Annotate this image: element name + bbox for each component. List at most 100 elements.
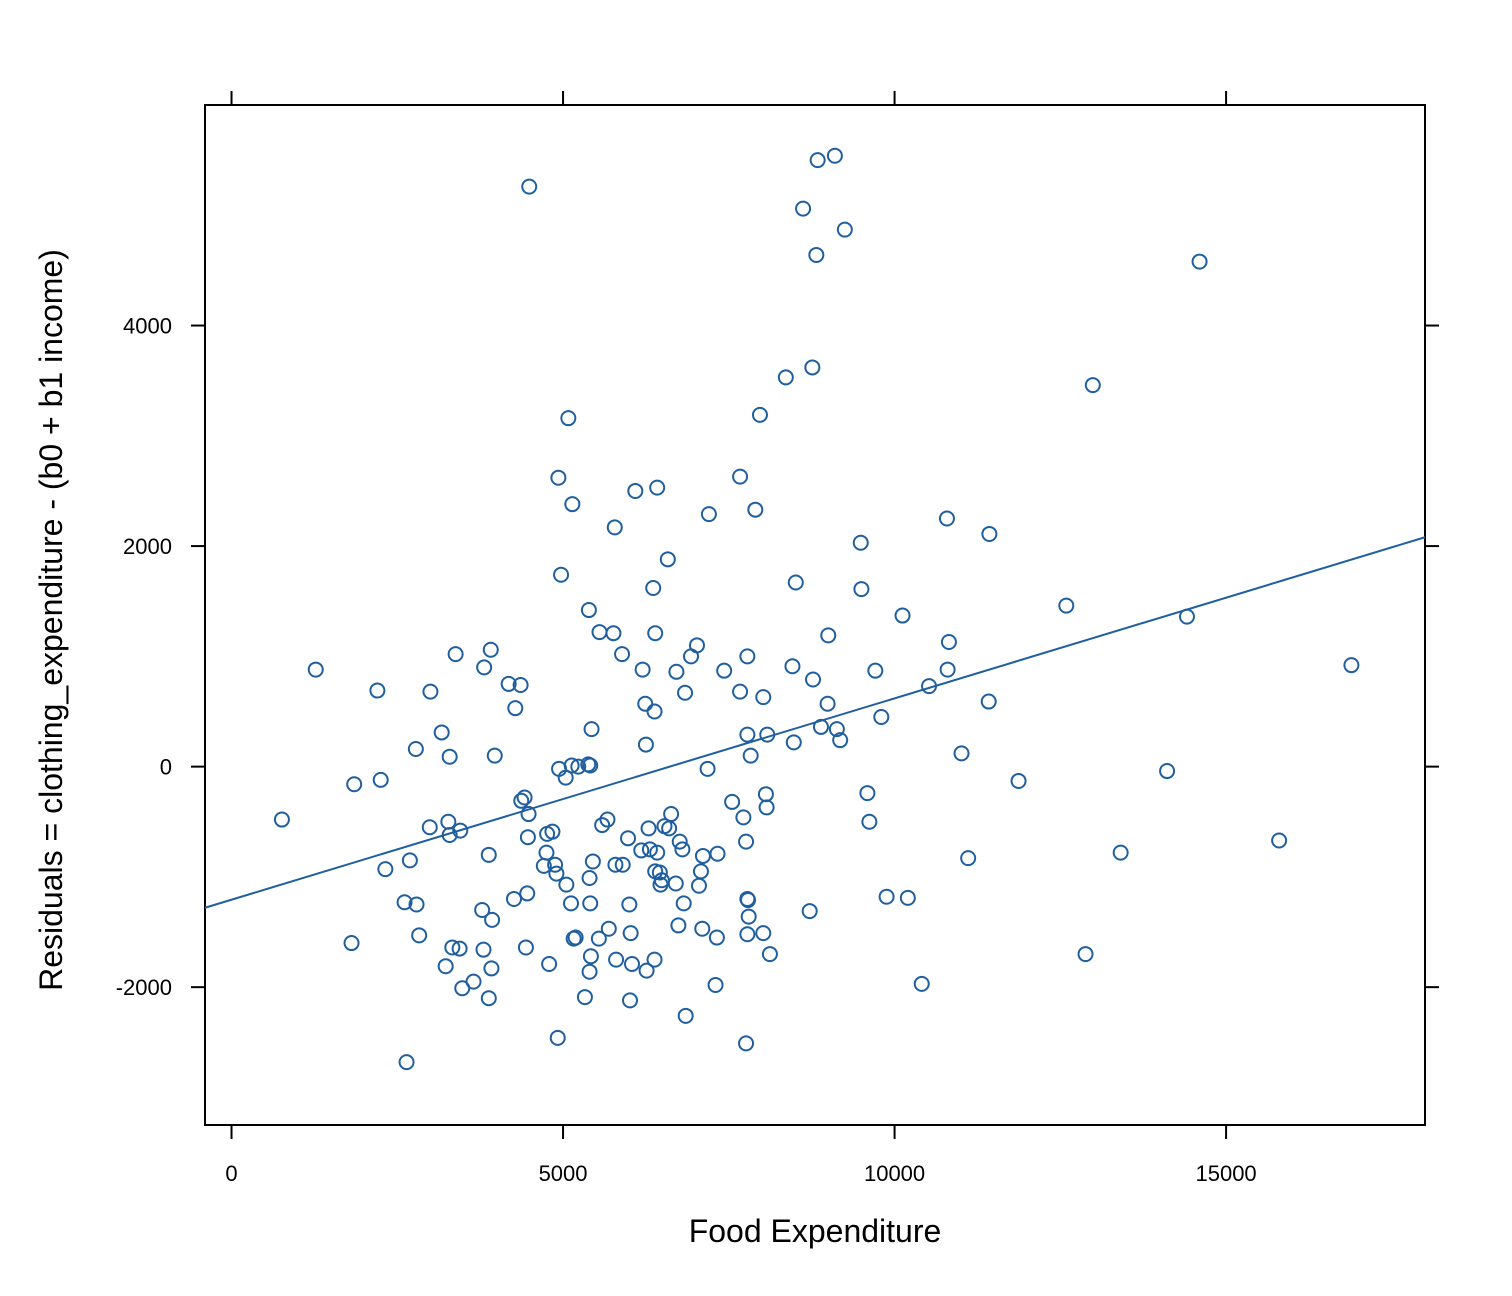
data-point — [607, 856, 624, 873]
data-point — [590, 930, 607, 947]
data-point — [480, 990, 497, 1007]
data-point — [553, 566, 570, 583]
data-point — [757, 786, 774, 803]
data-point — [707, 976, 724, 993]
data-point — [668, 663, 685, 680]
data-point — [606, 519, 623, 536]
data-point — [580, 602, 597, 619]
data-point — [608, 951, 625, 968]
data-point — [894, 607, 911, 624]
x-tick-label: 5000 — [539, 1161, 588, 1186]
data-point — [670, 917, 687, 934]
data-point — [980, 693, 997, 710]
data-point — [433, 724, 450, 741]
data-point — [805, 671, 822, 688]
data-point — [576, 989, 593, 1006]
data-point — [694, 920, 711, 937]
data-point — [761, 946, 778, 963]
data-point — [343, 935, 360, 952]
data-point — [500, 675, 517, 692]
data-point — [411, 927, 428, 944]
data-point — [475, 941, 492, 958]
data-point — [758, 799, 775, 816]
data-point — [649, 479, 666, 496]
data-point — [407, 740, 424, 757]
data-point — [564, 496, 581, 513]
data-point — [583, 721, 600, 738]
data-point — [621, 896, 638, 913]
data-point — [738, 1035, 755, 1052]
data-point — [1084, 377, 1101, 394]
data-point — [519, 885, 536, 902]
data-point — [751, 406, 768, 423]
data-point — [633, 842, 650, 859]
data-point — [699, 760, 716, 777]
data-point — [563, 895, 579, 912]
data-point — [939, 661, 956, 678]
data-point — [512, 677, 529, 694]
data-point — [538, 844, 555, 861]
data-point — [599, 811, 616, 828]
data-point — [913, 975, 930, 992]
data-point — [878, 888, 895, 905]
data-point — [832, 732, 849, 749]
data-point — [820, 627, 837, 644]
data-point — [482, 641, 499, 658]
data-point — [852, 534, 869, 551]
data-point — [708, 929, 725, 946]
data-point — [836, 221, 853, 238]
data-point — [808, 246, 825, 263]
data-point — [408, 896, 425, 913]
data-point — [804, 359, 821, 376]
data-point — [476, 659, 493, 676]
data-point — [1271, 832, 1288, 849]
data-point — [591, 624, 608, 641]
data-point — [732, 683, 749, 700]
data-point — [671, 833, 688, 850]
data-point — [732, 468, 749, 485]
fit-line — [204, 536, 1426, 909]
data-point — [690, 877, 707, 894]
data-point — [738, 833, 755, 850]
data-point — [867, 662, 884, 679]
data-point — [724, 793, 741, 810]
plot-frame — [204, 104, 1426, 1126]
data-point — [651, 864, 668, 881]
data-point — [560, 410, 577, 427]
data-point — [369, 682, 386, 699]
data-point — [581, 963, 598, 980]
data-point — [474, 901, 491, 918]
data-point — [677, 1007, 694, 1024]
data-point — [739, 648, 756, 665]
data-point — [437, 958, 454, 975]
data-point — [505, 890, 522, 907]
data-point — [507, 700, 524, 717]
data-point — [444, 939, 461, 956]
data-point — [637, 695, 654, 712]
data-point — [627, 482, 644, 499]
data-point — [960, 850, 977, 867]
data-point — [486, 747, 503, 764]
data-point — [517, 939, 534, 956]
data-point — [659, 551, 676, 568]
data-point — [740, 892, 757, 909]
data-point — [953, 745, 970, 762]
data-point — [637, 736, 654, 753]
data-point — [440, 813, 457, 830]
data-point — [742, 747, 759, 764]
y-axis-title: Residuals = clothing_expenditure - (b0 +… — [33, 249, 69, 991]
data-point — [547, 856, 564, 873]
data-point — [747, 501, 764, 518]
data-point — [819, 695, 836, 712]
data-point — [809, 152, 826, 169]
data-point — [421, 819, 438, 836]
data-point — [688, 637, 705, 654]
data-point — [584, 853, 601, 870]
data-point — [570, 758, 587, 775]
data-point — [422, 683, 439, 700]
data-point — [692, 863, 709, 880]
y-tick-label: 0 — [160, 755, 172, 780]
data-point — [614, 856, 631, 873]
data-point — [675, 895, 692, 912]
data-point — [853, 581, 870, 598]
